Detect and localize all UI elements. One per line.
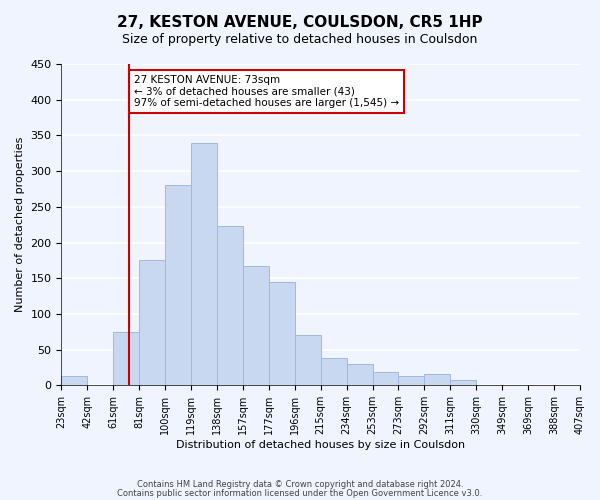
- Bar: [451, 380, 476, 386]
- X-axis label: Distribution of detached houses by size in Coulsdon: Distribution of detached houses by size …: [176, 440, 465, 450]
- Bar: [269, 282, 295, 386]
- Bar: [398, 376, 424, 386]
- Text: 27 KESTON AVENUE: 73sqm
← 3% of detached houses are smaller (43)
97% of semi-det: 27 KESTON AVENUE: 73sqm ← 3% of detached…: [134, 74, 399, 108]
- Y-axis label: Number of detached properties: Number of detached properties: [15, 137, 25, 312]
- Bar: [424, 374, 451, 386]
- Text: 27, KESTON AVENUE, COULSDON, CR5 1HP: 27, KESTON AVENUE, COULSDON, CR5 1HP: [117, 15, 483, 30]
- Bar: [113, 332, 139, 386]
- Bar: [295, 336, 321, 386]
- Bar: [347, 364, 373, 386]
- Bar: [373, 372, 398, 386]
- Bar: [191, 142, 217, 386]
- Bar: [321, 358, 347, 386]
- Text: Contains HM Land Registry data © Crown copyright and database right 2024.: Contains HM Land Registry data © Crown c…: [137, 480, 463, 489]
- Bar: [139, 260, 165, 386]
- Text: Size of property relative to detached houses in Coulsdon: Size of property relative to detached ho…: [122, 32, 478, 46]
- Bar: [217, 226, 243, 386]
- Bar: [61, 376, 88, 386]
- Bar: [165, 186, 191, 386]
- Bar: [243, 266, 269, 386]
- Text: Contains public sector information licensed under the Open Government Licence v3: Contains public sector information licen…: [118, 489, 482, 498]
